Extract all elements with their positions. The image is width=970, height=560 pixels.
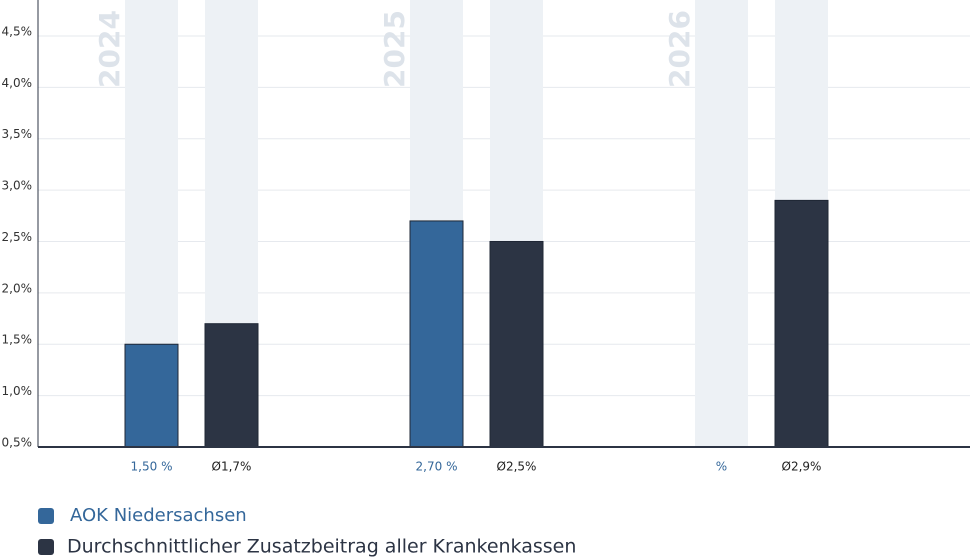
value-label: Ø2,5% [497, 460, 537, 474]
value-label: Ø2,9% [782, 460, 822, 474]
bar [124, 343, 179, 448]
y-tick-label: 4,5% [2, 24, 33, 38]
y-tick-label: 2,0% [2, 281, 33, 295]
legend-swatch [38, 539, 54, 555]
legend-label: Durchschnittlicher Zusatzbeitrag aller K… [67, 536, 576, 558]
legend-label: AOK Niedersachsen [70, 505, 247, 526]
y-tick-label: 3,0% [2, 179, 33, 193]
value-label: % [716, 460, 727, 474]
value-label: 1,50 % [131, 460, 173, 474]
bar-track [695, 0, 748, 447]
y-tick-label: 4,0% [2, 76, 33, 90]
bar [409, 220, 464, 448]
value-label: Ø1,7% [212, 460, 252, 474]
bar [489, 240, 544, 448]
y-tick-label: 2,5% [2, 230, 33, 244]
y-tick-label: 1,0% [2, 384, 33, 398]
bar [774, 199, 829, 448]
y-tick-label: 3,5% [2, 127, 33, 141]
year-label: 2026 [663, 10, 696, 88]
bar [204, 323, 259, 448]
y-tick-label: 1,5% [2, 333, 33, 347]
year-label: 2024 [93, 10, 126, 88]
value-label: 2,70 % [416, 460, 458, 474]
year-label: 2025 [378, 10, 411, 88]
y-tick-label: 0,5% [2, 436, 33, 450]
legend-swatch [38, 508, 54, 524]
